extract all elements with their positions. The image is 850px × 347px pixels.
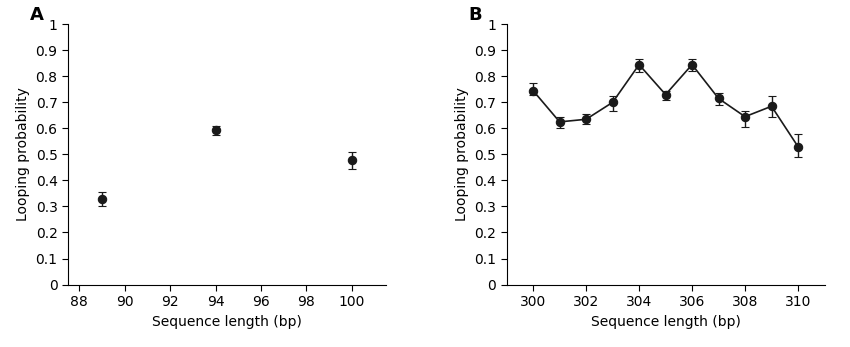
X-axis label: Sequence length (bp): Sequence length (bp) xyxy=(152,314,302,329)
Y-axis label: Looping probability: Looping probability xyxy=(455,87,468,221)
Y-axis label: Looping probability: Looping probability xyxy=(16,87,30,221)
Text: B: B xyxy=(468,6,482,24)
Text: A: A xyxy=(30,6,43,24)
X-axis label: Sequence length (bp): Sequence length (bp) xyxy=(591,314,740,329)
